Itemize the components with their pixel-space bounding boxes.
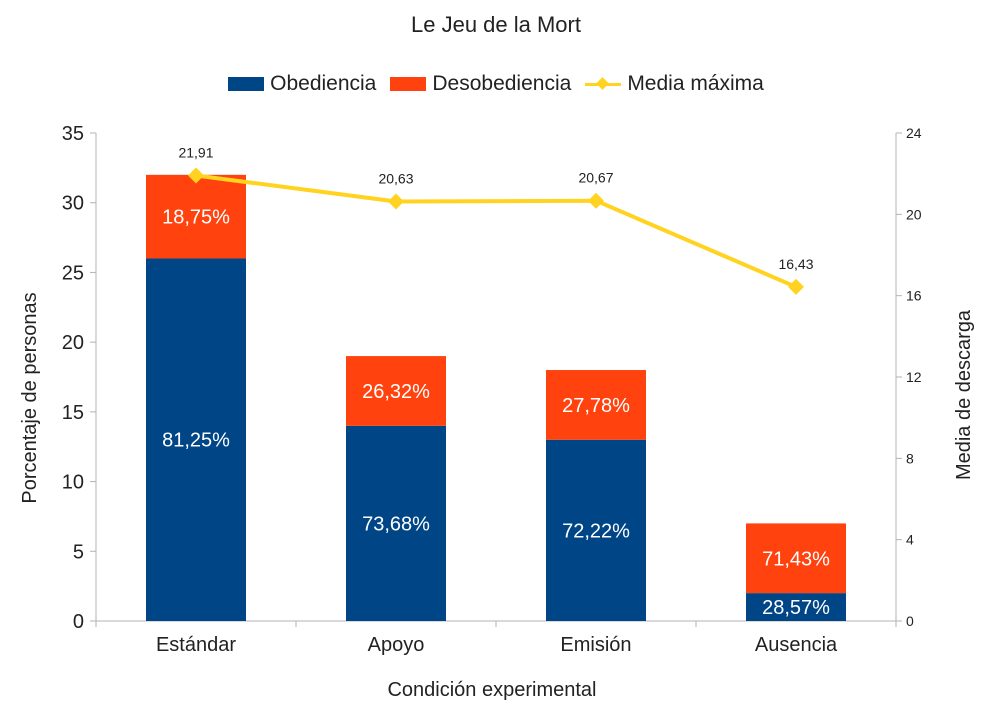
x-tick-label: Emisión (560, 634, 631, 656)
x-axis-title: Condición experimental (387, 679, 596, 701)
legend-label-obediencia: Obediencia (270, 72, 377, 95)
bar-label-desobediencia: 18,75% (162, 207, 230, 229)
bar-obediencia (346, 425, 446, 621)
bar-desobediencia (746, 523, 846, 594)
point-media-maxima (188, 167, 204, 184)
y2-tick-label: 16 (906, 288, 922, 304)
legend: Obediencia Desobediencia Media máxima (0, 72, 992, 96)
bar-label-obediencia: 28,57% (762, 597, 830, 619)
legend-swatch-obediencia (228, 77, 265, 91)
y-tick-label: 20 (62, 332, 84, 354)
bar-desobediencia (546, 370, 646, 440)
y-tick-label: 30 (62, 193, 84, 215)
bar-label-obediencia: 72,22% (562, 520, 630, 542)
legend-label-media-maxima: Media máxima (627, 72, 764, 95)
bar-desobediencia (346, 356, 446, 426)
y-tick-label: 25 (62, 262, 84, 284)
point-label-media-maxima: 20,67 (578, 170, 613, 186)
line-media-maxima (195, 173, 797, 289)
bar-obediencia (746, 593, 846, 621)
legend-item-desobediencia: Desobediencia (390, 72, 571, 96)
bar-label-obediencia: 73,68% (362, 513, 430, 535)
y-tick-label: 35 (62, 123, 84, 145)
point-label-media-maxima: 21,91 (178, 144, 213, 160)
y2-tick-label: 0 (906, 613, 914, 629)
y2-tick-label: 20 (906, 206, 922, 222)
y-axis-title: Porcentaje de personas (19, 292, 41, 503)
legend-item-media-maxima: Media máxima (585, 72, 764, 96)
y2-axis-title: Media de descarga (953, 309, 975, 480)
bar-obediencia (146, 258, 246, 621)
y2-tick-label: 24 (906, 125, 922, 141)
bar-desobediencia (146, 174, 246, 259)
point-label-media-maxima: 16,43 (778, 256, 813, 272)
legend-swatch-desobediencia (390, 77, 427, 91)
x-tick-label: Apoyo (368, 634, 425, 656)
legend-item-obediencia: Obediencia (228, 72, 376, 96)
bar-label-obediencia: 81,25% (162, 430, 230, 452)
legend-swatch-media-maxima (585, 77, 622, 91)
y-tick-label: 15 (62, 402, 84, 424)
bar-label-desobediencia: 27,78% (562, 395, 630, 417)
y-tick-label: 10 (62, 472, 84, 494)
y-tick-label: 0 (73, 611, 84, 633)
y2-tick-label: 4 (906, 532, 914, 548)
point-media-maxima (588, 192, 604, 209)
point-media-maxima (388, 193, 404, 210)
chart-title: Le Jeu de la Mort (411, 12, 581, 37)
bar-label-desobediencia: 71,43% (762, 548, 830, 570)
y-tick-label: 5 (73, 541, 84, 563)
bar-obediencia (546, 439, 646, 621)
y2-tick-label: 8 (906, 450, 914, 466)
x-tick-label: Estándar (156, 634, 236, 656)
legend-label-desobediencia: Desobediencia (432, 72, 572, 95)
y2-tick-label: 12 (906, 369, 922, 385)
point-label-media-maxima: 20,63 (378, 171, 413, 187)
bar-label-desobediencia: 26,32% (362, 381, 430, 403)
x-tick-label: Ausencia (755, 634, 838, 656)
point-media-maxima (788, 278, 804, 295)
